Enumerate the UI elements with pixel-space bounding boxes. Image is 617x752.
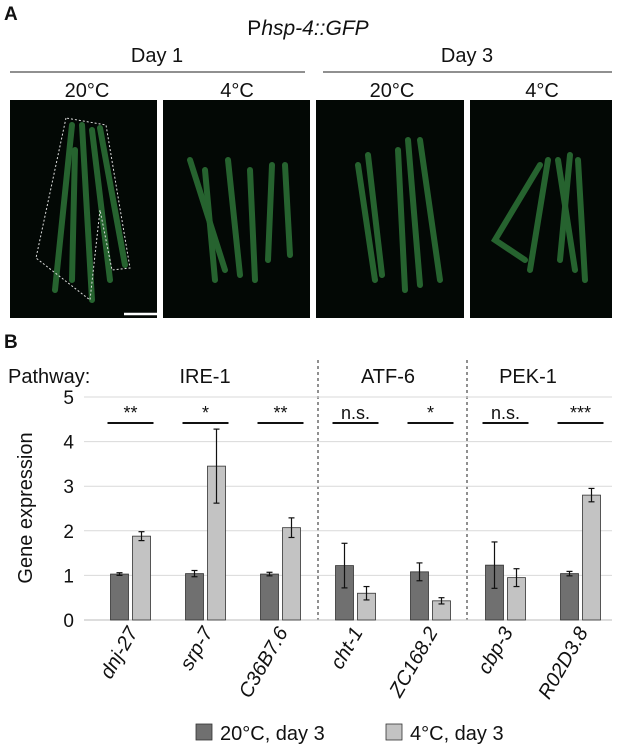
legend-swatch	[195, 723, 213, 741]
error-bar	[213, 428, 220, 504]
group-label: Day 1	[131, 45, 183, 67]
panel-label: A	[4, 4, 18, 25]
error-bar	[116, 572, 123, 577]
bar	[560, 573, 579, 621]
significance: **	[123, 403, 137, 423]
worms	[52, 122, 588, 303]
significance: n.s.	[491, 403, 520, 423]
pathway-name: PEK-1	[499, 366, 557, 388]
x-tick-label: ZC168.2	[385, 624, 443, 702]
bar	[185, 573, 204, 621]
x-tick-label: srp-7	[176, 623, 218, 674]
significance: *	[427, 403, 434, 423]
y-axis-label: Gene expression	[15, 432, 37, 583]
condition-label: 4°C	[525, 80, 559, 102]
x-tick-label: C36B7.6	[235, 623, 293, 702]
bar	[582, 494, 601, 621]
error-bar	[491, 541, 498, 589]
worm-outlines	[35, 117, 131, 301]
legend-swatch	[385, 723, 403, 741]
error-bar	[191, 569, 198, 578]
bar	[110, 573, 129, 621]
condition-label: 20°C	[65, 80, 110, 102]
error-bar	[588, 487, 595, 503]
legend-label: 20°C, day 3	[220, 723, 325, 745]
y-tick-label: 0	[63, 611, 74, 632]
y-tick-label: 4	[63, 433, 74, 454]
y-tick-label: 3	[63, 477, 74, 498]
y-tick-label: 2	[63, 522, 74, 543]
condition-label: 20°C	[370, 80, 415, 102]
error-bar	[341, 542, 348, 589]
pathway-name: IRE-1	[179, 366, 230, 388]
condition-label: 4°C	[220, 80, 254, 102]
title-prefix: P	[247, 17, 261, 40]
micrographs	[10, 100, 612, 318]
bar	[260, 573, 279, 621]
title-gene: hsp-4::GFP	[261, 17, 368, 40]
error-bar	[363, 585, 370, 601]
pathway-label: Pathway:	[8, 366, 90, 388]
error-bar	[513, 568, 520, 588]
panel-label: B	[4, 332, 18, 353]
significance: ***	[570, 403, 591, 423]
error-bar	[566, 570, 573, 577]
significance: **	[273, 403, 287, 423]
y-tick-label: 5	[63, 388, 74, 409]
panel-title: Phsp-4::GFP	[247, 17, 368, 40]
significance: n.s.	[341, 403, 370, 423]
x-tick-label: dnj-27	[96, 623, 143, 683]
error-bar	[438, 597, 445, 605]
pathway-name: ATF-6	[361, 366, 415, 388]
bar	[132, 535, 151, 621]
error-bar	[288, 517, 295, 539]
legend-label: 4°C, day 3	[410, 723, 504, 745]
bar	[282, 527, 301, 621]
error-bar	[138, 531, 145, 542]
significance: *	[202, 403, 209, 423]
group-label: Day 3	[441, 45, 493, 67]
micrograph	[316, 100, 464, 318]
y-tick-label: 1	[63, 566, 74, 587]
x-tick-label: cht-1	[327, 624, 368, 674]
error-bar	[266, 571, 273, 577]
x-tick-label: cbp-3	[474, 624, 518, 678]
error-bar	[416, 562, 423, 582]
x-tick-label: R02D3.8	[534, 624, 593, 703]
